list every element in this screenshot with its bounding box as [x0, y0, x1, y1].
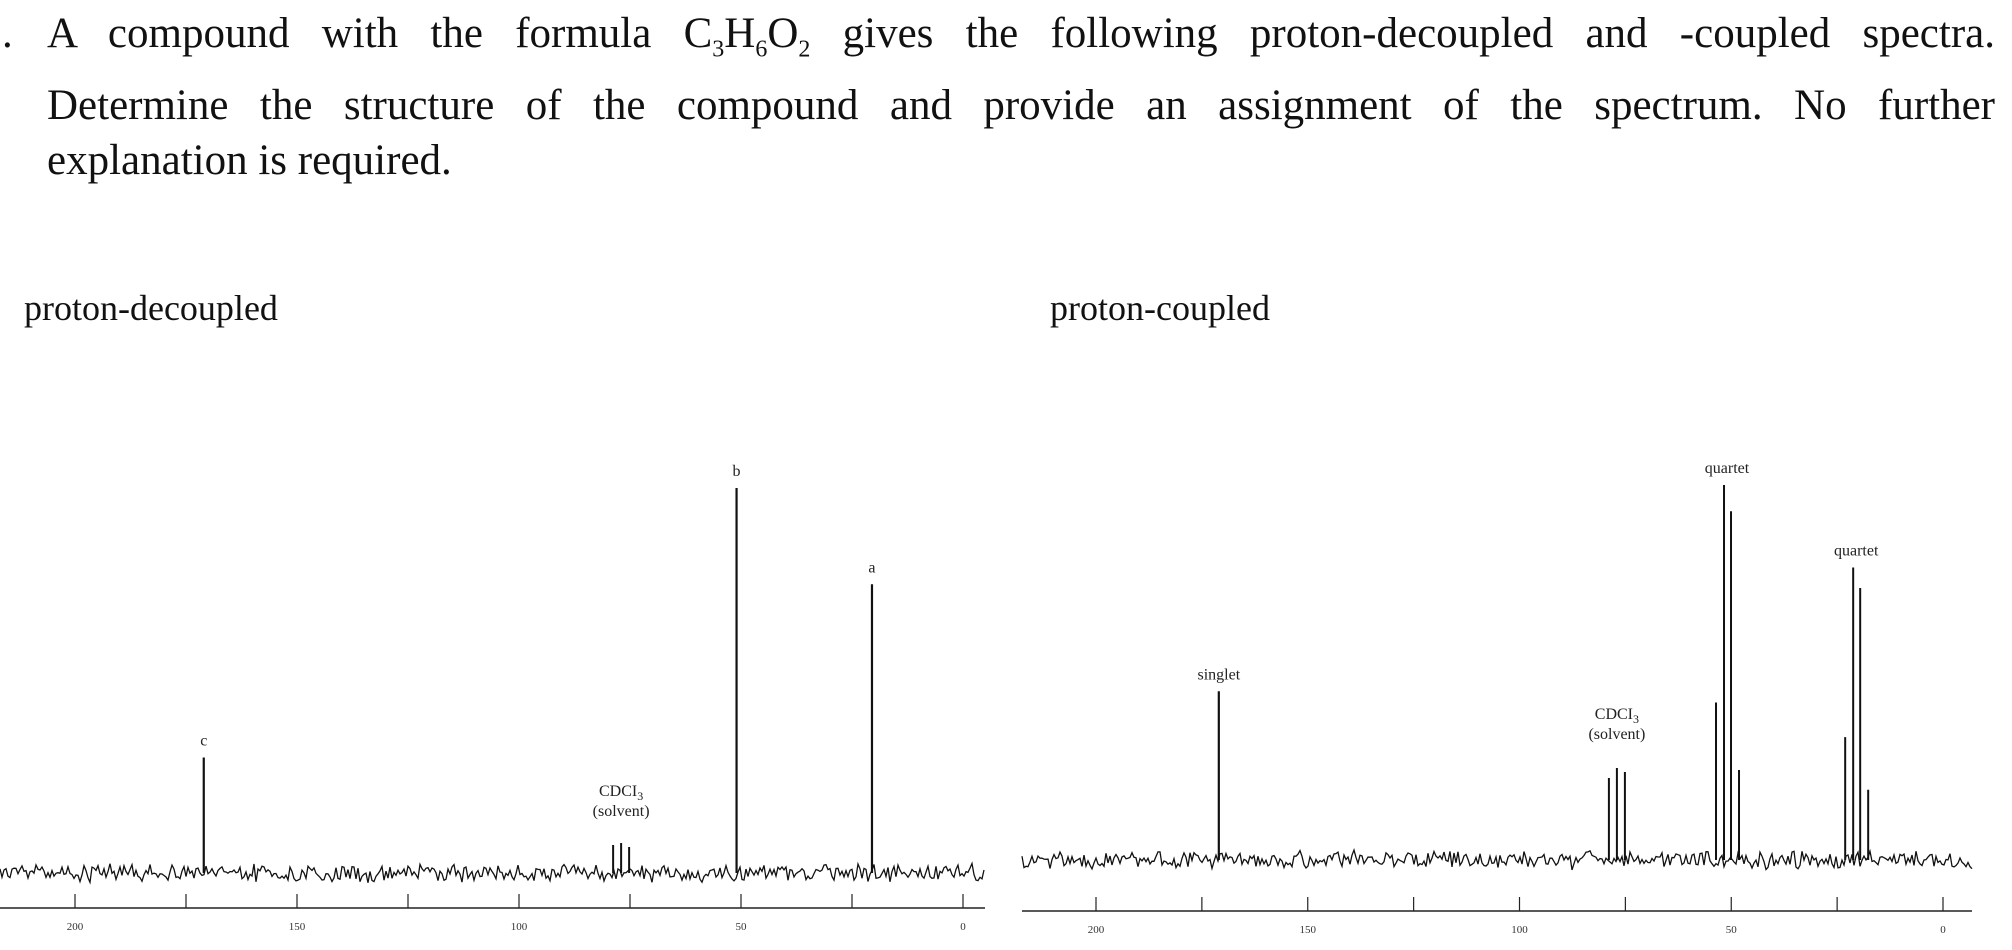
spectrum-title: proton-coupled	[1050, 288, 1270, 328]
solvent-note: (solvent)	[1588, 726, 1645, 743]
peak-label: a	[868, 559, 875, 576]
x-tick-label: 150	[1300, 924, 1317, 936]
baseline-noise	[0, 861, 985, 885]
solvent-label: CDCI3	[599, 783, 643, 803]
x-tick-label: 50	[736, 921, 748, 933]
question-line-3: explanation is required.	[47, 136, 452, 184]
peak-label: quartet	[1834, 543, 1879, 560]
peak-label: c	[200, 733, 207, 750]
peak-label: b	[733, 463, 741, 480]
x-tick-label: 0	[960, 921, 966, 933]
x-tick-label: 50	[1726, 924, 1738, 936]
x-tick-label: 0	[1940, 924, 1946, 936]
question-line-1: A compound with the formula C3H6O2 gives…	[47, 10, 1995, 63]
x-tick-label: 100	[1511, 924, 1528, 936]
question-line-2: Determine the structure of the compound …	[47, 81, 1995, 129]
spectrum-proton-coupled: proton-coupled CDCI3 (solvent) singlet quar…	[1010, 225, 2010, 945]
x-tick-label: 100	[511, 921, 528, 933]
question-number: .	[2, 10, 13, 57]
spectrum-title: proton-decoupled	[24, 288, 278, 328]
spectrum-plot: CDCI3(solvent) singlet quartet quartet 200 15…	[1021, 460, 1973, 936]
spectrum-proton-decoupled: proton-decoupled CDCI3 (solvent) c b a 200 150…	[0, 225, 990, 945]
peak-label: singlet	[1197, 666, 1240, 683]
baseline-noise	[1021, 848, 1973, 871]
question-text: A compound with the formula C3H6O2 gives…	[47, 6, 1995, 188]
solvent-note: (solvent)	[593, 803, 650, 820]
x-tick-label: 200	[1088, 924, 1105, 936]
x-tick-label: 200	[67, 921, 84, 933]
spectrum-plot: CDCI3(solvent) c b a 200 150 100 50 0	[0, 463, 985, 933]
peak-label: quartet	[1705, 460, 1750, 477]
x-tick-label: 150	[289, 921, 306, 933]
solvent-label: CDCI3	[1595, 706, 1639, 726]
